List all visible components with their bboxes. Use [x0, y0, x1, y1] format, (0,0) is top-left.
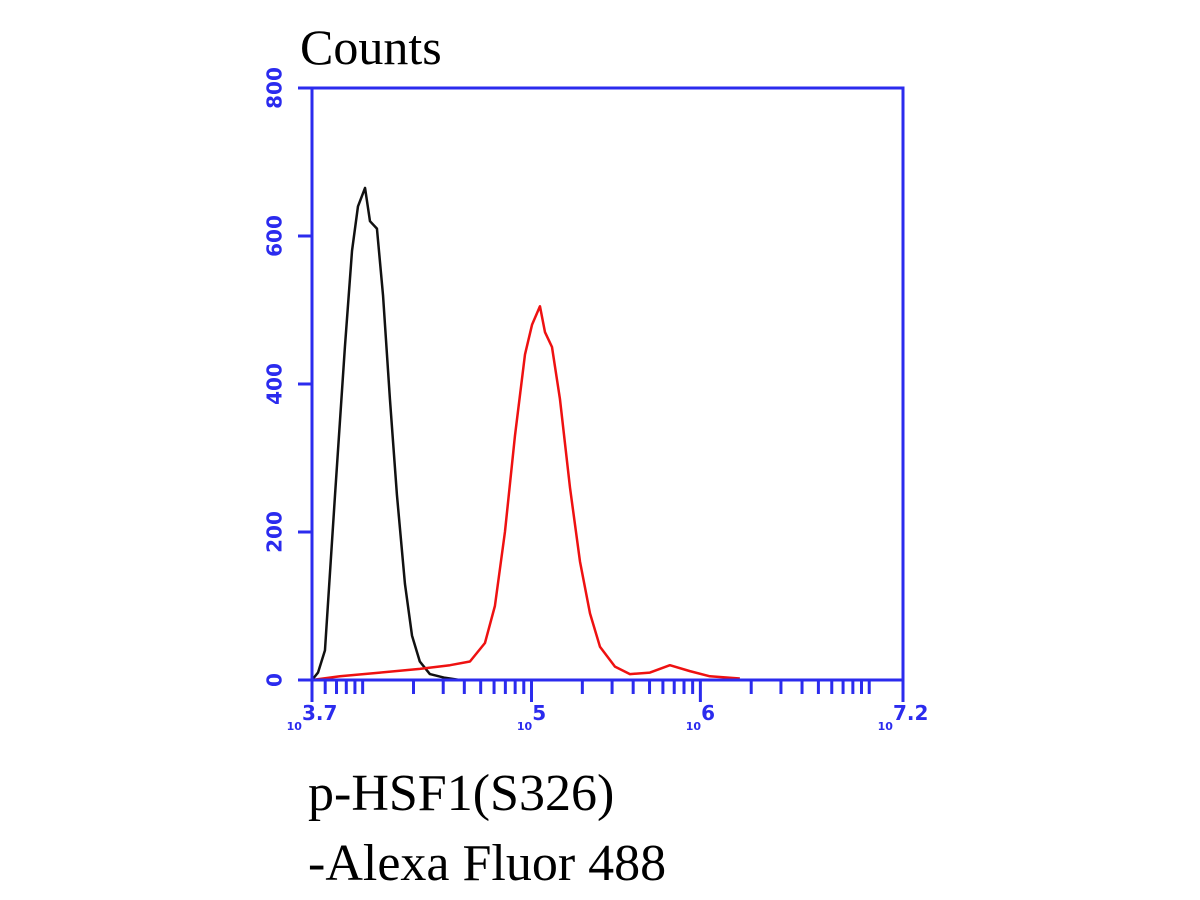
x-tick-label: 107.2 — [878, 701, 929, 733]
x-axis-label: -Alexa Fluor 488 — [308, 835, 666, 892]
x-tick-exponent: 5 — [532, 701, 546, 725]
histogram-line — [311, 186, 460, 682]
x-tick-base: 10 — [287, 720, 303, 733]
plot-frame — [310, 86, 905, 682]
histogram-line — [311, 305, 740, 682]
x-tick-exponent: 7.2 — [893, 701, 928, 725]
y-tick-label: 600 — [263, 215, 287, 257]
x-tick-base: 10 — [517, 720, 533, 733]
x-tick-label: 106 — [686, 701, 715, 733]
x-axis-label: p-HSF1(S326) — [308, 765, 614, 822]
x-tick-base: 10 — [878, 720, 894, 733]
y-tick-label: 0 — [263, 673, 287, 687]
x-tick-base: 10 — [686, 720, 702, 733]
x-tick-label: 103.7 — [287, 701, 338, 733]
x-tick-exponent: 6 — [701, 701, 715, 725]
x-tick-exponent: 3.7 — [302, 701, 337, 725]
y-tick-label: 200 — [263, 511, 287, 553]
chart-title: Counts — [300, 19, 442, 75]
x-tick-label: 105 — [517, 701, 546, 733]
y-tick-label: 400 — [263, 363, 287, 405]
y-tick-label: 800 — [263, 67, 287, 109]
